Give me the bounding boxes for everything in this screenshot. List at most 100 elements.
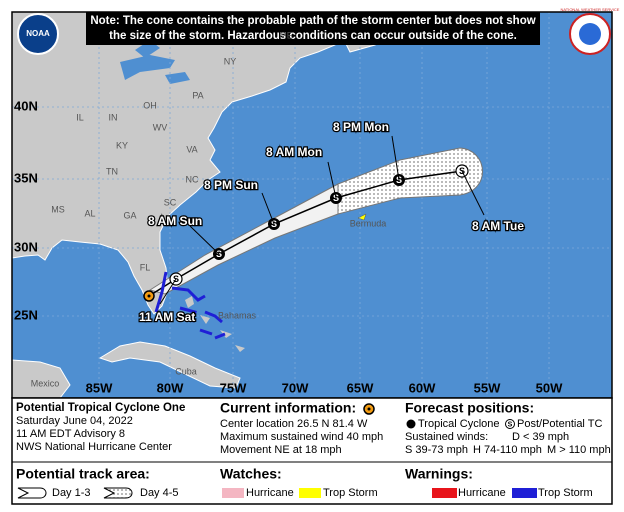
watch-hurricane-swatch — [222, 488, 244, 498]
place-label: Bahamas — [218, 310, 257, 320]
place-label: WV — [153, 122, 168, 132]
warnings-title: Warnings: — [405, 466, 473, 482]
winds-h: H 74-110 mph — [473, 444, 542, 456]
storm-info: Saturday June 04, 2022 — [16, 415, 133, 427]
track-title: Potential track area: — [16, 466, 150, 482]
forecast-label: 8 PM Mon — [333, 120, 389, 134]
lon-label: 55W — [474, 380, 501, 395]
lon-label: 50W — [536, 380, 563, 395]
place-label: FL — [140, 262, 151, 272]
point-symbol: S — [173, 274, 179, 284]
forecast-label: 8 AM Mon — [266, 145, 322, 159]
current-icon-dot — [367, 407, 371, 411]
grid — [12, 12, 612, 398]
warn-hurricane-swatch — [432, 488, 457, 498]
place-label: Cuba — [175, 366, 197, 376]
place-label: PA — [192, 90, 203, 100]
current-line: Center location 26.5 N 81.4 W — [220, 418, 368, 430]
place-label: SC — [164, 197, 177, 207]
place-label: MS — [51, 204, 65, 214]
track-icon-2 — [103, 487, 133, 499]
lat-label: 30N — [14, 239, 38, 254]
winds-d: D < 39 mph — [512, 431, 569, 443]
current-position-dot — [147, 294, 151, 298]
cone-day-4-5 — [337, 147, 483, 215]
note-line: the size of the storm. Hazardous conditi… — [109, 30, 517, 42]
lon-label: 65W — [347, 380, 374, 395]
place-label: Bermuda — [350, 218, 387, 228]
watch-trop-swatch — [299, 488, 321, 498]
land-mexico — [12, 359, 71, 398]
storm-info: 11 AM EDT Advisory 8 — [16, 428, 125, 440]
place-label: KY — [116, 140, 128, 150]
leader-line — [461, 170, 485, 216]
forecast-points: SSSSSS — [143, 135, 485, 305]
place-label: IL — [76, 112, 84, 122]
legend-post-label: Post/Potential TC — [517, 418, 602, 430]
lon-label: 60W — [409, 380, 436, 395]
watch-trop: Trop Storm — [323, 487, 378, 499]
info-panel — [11, 397, 613, 505]
map: SSSSSS — [12, 12, 612, 398]
place-label: TN — [106, 166, 118, 176]
legend-tc — [406, 419, 416, 429]
watches-title: Watches: — [220, 466, 282, 482]
lon-label: 75W — [220, 380, 247, 395]
place-label: NC — [186, 174, 199, 184]
leader-line — [391, 135, 400, 181]
track-day45: Day 4-5 — [140, 487, 179, 499]
current-title: Current information: — [220, 400, 356, 416]
legend-post — [505, 419, 515, 429]
lon-label: 85W — [86, 380, 113, 395]
note-line: Note: The cone contains the probable pat… — [90, 15, 535, 27]
forecast-label: 8 AM Tue — [472, 219, 524, 233]
place-label: Mexico — [31, 378, 60, 388]
tropical-storm-warning — [154, 271, 226, 340]
leader-line — [327, 161, 337, 199]
forecast-title: Forecast positions: — [405, 400, 534, 416]
track-day13: Day 1-3 — [52, 487, 91, 499]
current-line: Maximum sustained wind 40 mph — [220, 431, 383, 443]
forecast-label: 8 PM Sun — [204, 178, 258, 192]
lat-label: 40N — [14, 98, 38, 113]
winds-s: S 39-73 mph — [405, 444, 468, 456]
noaa-logo — [17, 13, 59, 55]
warn-trop: Trop Storm — [538, 487, 593, 499]
place-label: NY — [224, 56, 237, 66]
nws-logo-inner — [579, 23, 601, 45]
point-symbol: S — [459, 166, 465, 176]
place-label: GA — [123, 210, 136, 220]
leader-line — [261, 192, 275, 225]
place-label: VA — [186, 144, 197, 154]
storm-info: Potential Tropical Cyclone One — [16, 402, 185, 414]
note-box — [86, 12, 540, 45]
land-us — [12, 12, 353, 315]
leader-line — [189, 225, 220, 255]
track-icon-1 — [17, 487, 47, 499]
forecast-label: 11 AM Sat — [139, 310, 195, 324]
warn-trop-swatch — [512, 488, 537, 498]
nws-logo-text: NATIONAL WEATHER SERVICE — [561, 7, 620, 12]
leader-line — [159, 278, 177, 305]
warn-hurricane: Hurricane — [458, 487, 506, 499]
place-label: AL — [84, 208, 95, 218]
winds-label: Sustained winds: — [405, 431, 488, 443]
place-label: IN — [109, 112, 118, 122]
lat-label: 35N — [14, 170, 38, 185]
storm-info: NWS National Hurricane Center — [16, 441, 172, 453]
watch-hurricane: Hurricane — [246, 487, 294, 499]
lat-label: 25N — [14, 307, 38, 322]
legend-tc-label: Tropical Cyclone — [418, 418, 500, 430]
winds-m: M > 110 mph — [547, 444, 611, 456]
place-label: OH — [143, 100, 157, 110]
legend-post-symbol: S — [508, 421, 513, 428]
great-lakes — [120, 40, 190, 84]
noaa-logo-text: NOAA — [26, 29, 50, 38]
current-line: Movement NE at 18 mph — [220, 444, 342, 456]
lon-label: 80W — [157, 380, 184, 395]
place-label: ME — [279, 30, 293, 40]
land-cuba — [98, 341, 241, 389]
forecast-label: 8 AM Sun — [148, 214, 202, 228]
